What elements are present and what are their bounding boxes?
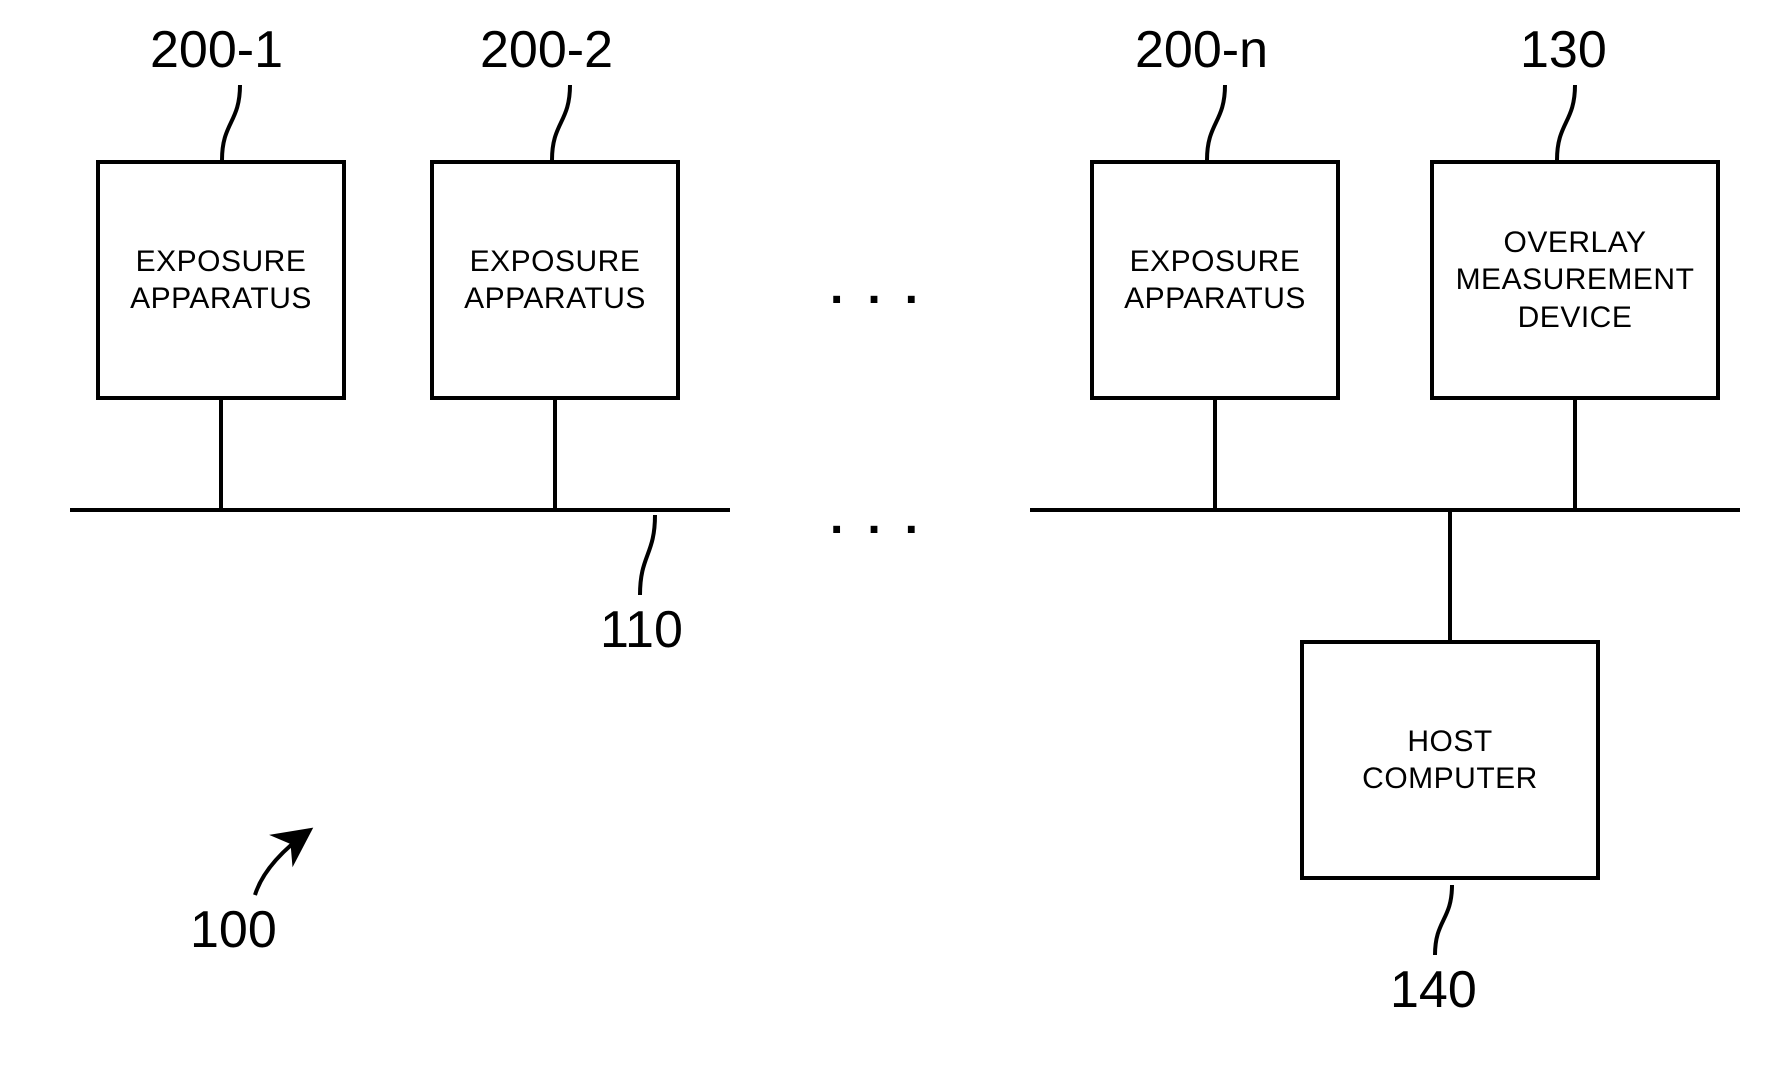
ref-text: 200-2 xyxy=(480,21,613,79)
ref-label-200-n: 200-n xyxy=(1135,20,1268,80)
ref-text: 200-n xyxy=(1135,21,1268,79)
ellipsis-top: ... xyxy=(830,260,942,315)
node-label: EXPOSURE APPARATUS xyxy=(464,243,646,318)
ref-label-200-1: 200-1 xyxy=(150,20,283,80)
ref-label-110: 110 xyxy=(600,600,683,660)
ref-text: 100 xyxy=(190,901,277,959)
node-exposure-apparatus-2: EXPOSURE APPARATUS xyxy=(430,160,680,400)
ref-text: 200-1 xyxy=(150,21,283,79)
node-exposure-apparatus-1: EXPOSURE APPARATUS xyxy=(96,160,346,400)
node-label: OVERLAY MEASUREMENT DEVICE xyxy=(1456,224,1695,337)
node-overlay-measurement-device: OVERLAY MEASUREMENT DEVICE xyxy=(1430,160,1720,400)
diagram-canvas: EXPOSURE APPARATUS EXPOSURE APPARATUS EX… xyxy=(0,0,1780,1089)
node-label: HOST COMPUTER xyxy=(1362,723,1538,798)
ref-label-140: 140 xyxy=(1390,960,1477,1020)
ref-label-100: 100 xyxy=(190,900,277,960)
node-label: EXPOSURE APPARATUS xyxy=(130,243,312,318)
node-label: EXPOSURE APPARATUS xyxy=(1124,243,1306,318)
ref-text: 110 xyxy=(600,601,683,659)
node-host-computer: HOST COMPUTER xyxy=(1300,640,1600,880)
node-exposure-apparatus-n: EXPOSURE APPARATUS xyxy=(1090,160,1340,400)
ellipsis-bottom: ... xyxy=(830,490,942,545)
ref-label-130: 130 xyxy=(1520,20,1607,80)
ref-text: 140 xyxy=(1390,961,1477,1019)
ref-label-200-2: 200-2 xyxy=(480,20,613,80)
ref-text: 130 xyxy=(1520,21,1607,79)
